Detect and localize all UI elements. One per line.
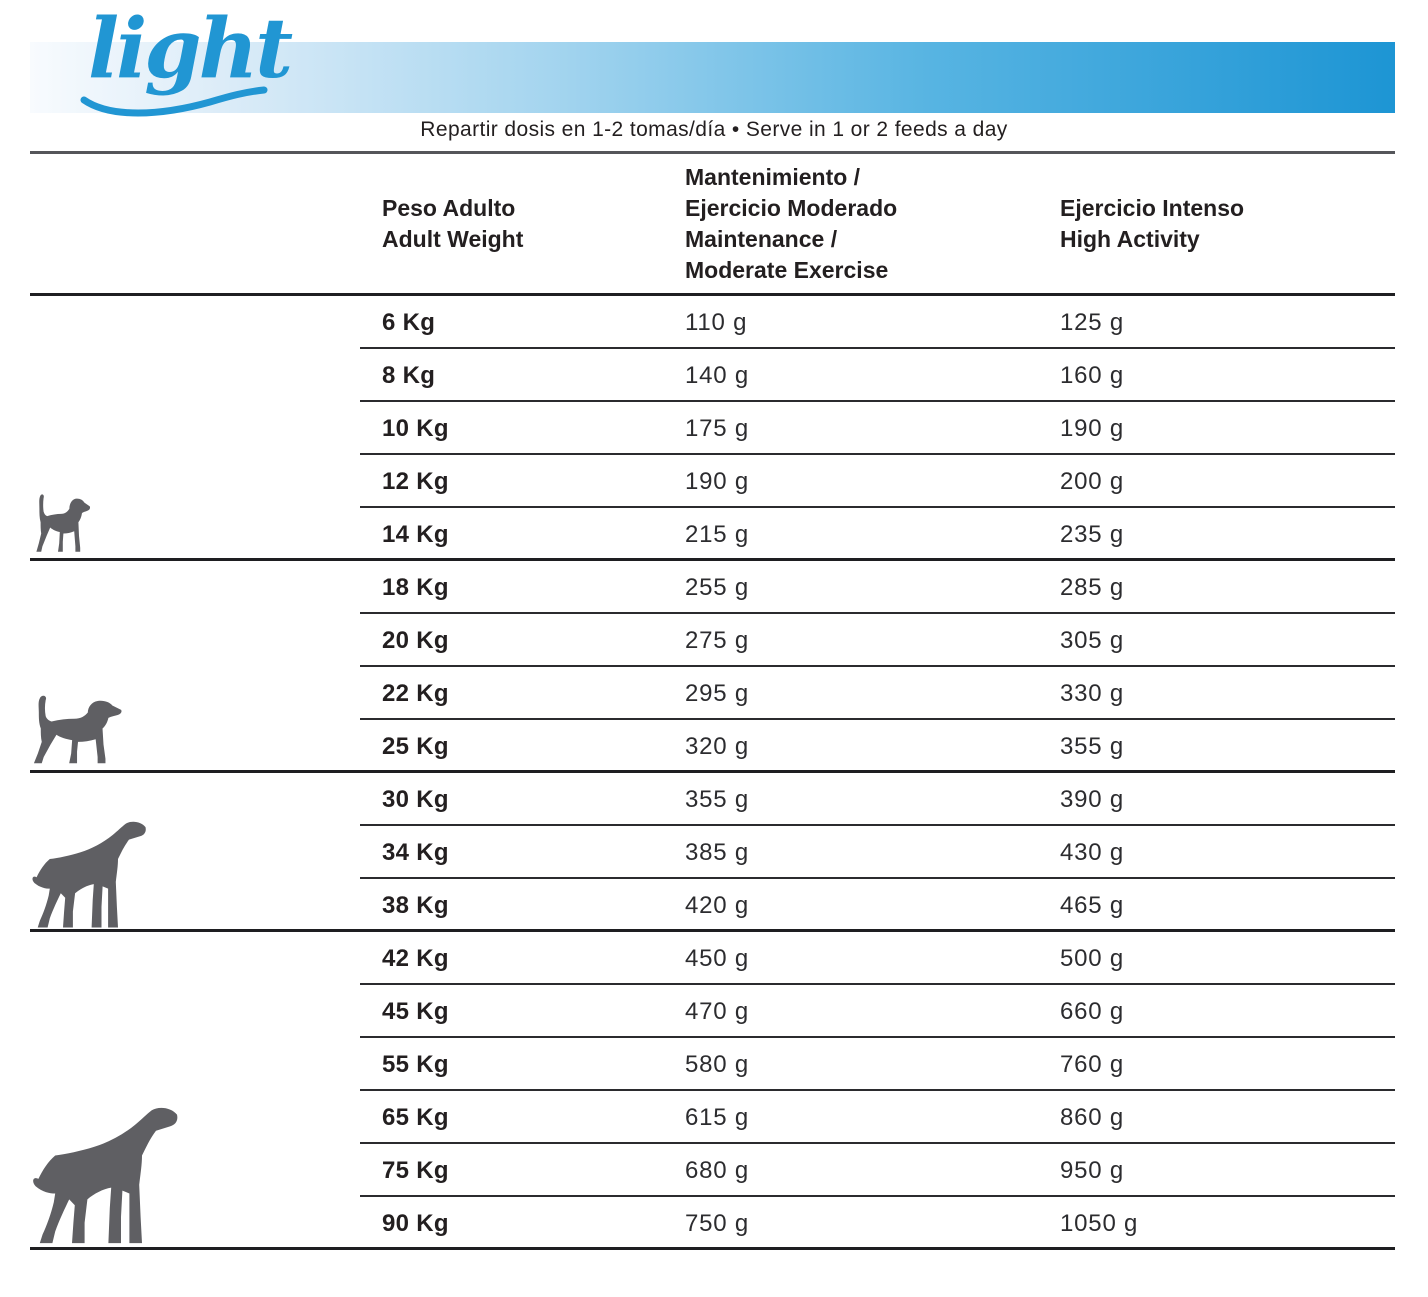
maintenance-cell: 320 g [685,732,750,760]
high-activity-cell: 330 g [1060,679,1125,707]
high-activity-cell: 1050 g [1060,1209,1139,1237]
maintenance-cell: 615 g [685,1103,750,1131]
weight-cell: 18 Kg [382,573,449,601]
high-activity-cell: 465 g [1060,891,1125,919]
weight-cell: 42 Kg [382,944,449,972]
weight-cell: 8 Kg [382,361,436,389]
maintenance-cell: 140 g [685,361,750,389]
table-row: 20 Kg 275 g 305 g [30,614,1395,667]
table-header-row: Peso Adulto Adult Weight Mantenimiento /… [30,155,1395,296]
high-activity-cell: 430 g [1060,838,1125,866]
maintenance-cell: 580 g [685,1050,750,1078]
serving-note: Repartir dosis en 1-2 tomas/día • Serve … [420,118,1008,141]
maintenance-cell: 295 g [685,679,750,707]
high-activity-cell: 160 g [1060,361,1125,389]
column-header-maintenance: Mantenimiento / Ejercicio Moderado Maint… [685,164,898,283]
logo-text: light [88,1,293,97]
weight-cell: 45 Kg [382,997,449,1025]
maintenance-cell: 175 g [685,414,750,442]
weight-cell: 30 Kg [382,785,449,813]
weight-cell: 34 Kg [382,838,449,866]
maintenance-cell: 215 g [685,520,750,548]
table-row: 12 Kg 190 g 200 g [30,455,1395,508]
column-header-weight: Peso Adulto Adult Weight [382,195,524,252]
table-row: 65 Kg 615 g 860 g [30,1091,1395,1144]
high-activity-cell: 390 g [1060,785,1125,813]
feeding-table: Peso Adulto Adult Weight Mantenimiento /… [30,155,1395,1250]
weight-cell: 14 Kg [382,520,449,548]
table-row: 10 Kg 175 g 190 g [30,402,1395,455]
maintenance-cell: 470 g [685,997,750,1025]
weight-cell: 12 Kg [382,467,449,495]
table-row: 55 Kg 580 g 760 g [30,1038,1395,1091]
high-activity-cell: 305 g [1060,626,1125,654]
table-row: 18 Kg 255 g 285 g [30,561,1395,614]
table-row: 22 Kg 295 g 330 g [30,667,1395,720]
maintenance-cell: 450 g [685,944,750,972]
high-activity-cell: 660 g [1060,997,1125,1025]
large-dog-icon [30,818,162,932]
weight-cell: 38 Kg [382,891,449,919]
weight-cell: 55 Kg [382,1050,449,1078]
high-activity-cell: 235 g [1060,520,1125,548]
high-activity-cell: 190 g [1060,414,1125,442]
table-row: 42 Kg 450 g 500 g [30,932,1395,985]
weight-cell: 75 Kg [382,1156,449,1184]
maintenance-cell: 420 g [685,891,750,919]
column-header-high-activity: Ejercicio Intenso High Activity [1060,195,1245,252]
maintenance-cell: 680 g [685,1156,750,1184]
high-activity-cell: 285 g [1060,573,1125,601]
medium-dog-icon [30,693,128,773]
weight-cell: 22 Kg [382,679,449,707]
weight-cell: 20 Kg [382,626,449,654]
high-activity-cell: 500 g [1060,944,1125,972]
weight-cell: 65 Kg [382,1103,449,1131]
maintenance-cell: 385 g [685,838,750,866]
table-row: 30 Kg 355 g 390 g [30,773,1395,826]
table-row: 90 Kg 750 g 1050 g [30,1197,1395,1250]
maintenance-cell: 750 g [685,1209,750,1237]
maintenance-cell: 110 g [685,308,748,336]
high-activity-cell: 355 g [1060,732,1125,760]
maintenance-cell: 275 g [685,626,750,654]
maintenance-cell: 255 g [685,573,750,601]
table-row: 6 Kg 110 g 125 g [30,296,1395,349]
table-row: 8 Kg 140 g 160 g [30,349,1395,402]
high-activity-cell: 760 g [1060,1050,1125,1078]
high-activity-cell: 200 g [1060,467,1125,495]
giant-dog-icon [30,1103,198,1249]
small-dog-icon [34,492,94,560]
high-activity-cell: 860 g [1060,1103,1125,1131]
maintenance-cell: 190 g [685,467,750,495]
weight-cell: 6 Kg [382,308,436,336]
header-gradient-band: light [30,8,1395,117]
maintenance-cell: 355 g [685,785,750,813]
table-row: 75 Kg 680 g 950 g [30,1144,1395,1197]
table-row: 38 Kg 420 g 465 g [30,879,1395,932]
weight-cell: 25 Kg [382,732,449,760]
table-row: 45 Kg 470 g 660 g [30,985,1395,1038]
table-row: 34 Kg 385 g 430 g [30,826,1395,879]
brand-logo-light: light [80,8,293,117]
weight-cell: 10 Kg [382,414,449,442]
subtitle-divider [30,151,1395,154]
table-row: 14 Kg 215 g 235 g [30,508,1395,561]
high-activity-cell: 125 g [1060,308,1125,336]
weight-cell: 90 Kg [382,1209,449,1237]
high-activity-cell: 950 g [1060,1156,1125,1184]
logo-swash-icon [80,86,268,117]
table-row: 25 Kg 320 g 355 g [30,720,1395,773]
